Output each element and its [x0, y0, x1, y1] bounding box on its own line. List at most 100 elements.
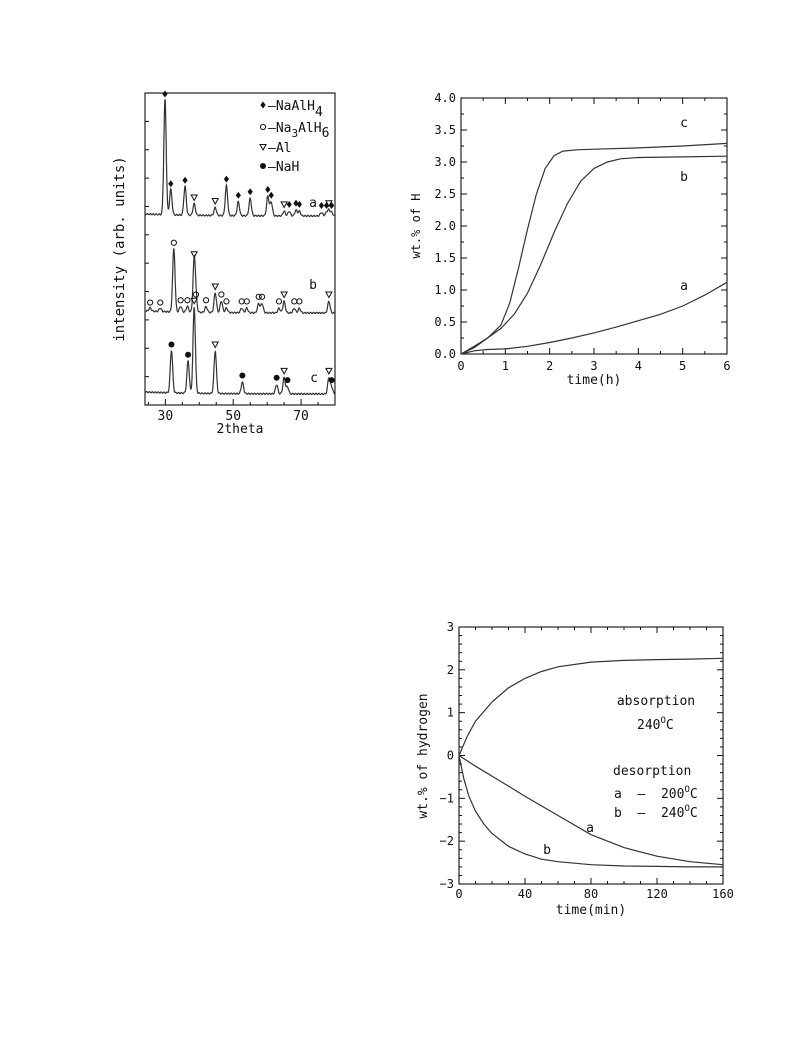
xrd-peak-marker-na3alh6	[202, 297, 210, 304]
xrd-legend-sub: 6	[322, 126, 330, 141]
xrd-y-axis-label: intensity (arb. units)	[112, 156, 128, 341]
abs-curve-b	[458, 755, 723, 868]
abs-x-tick-label: 40	[518, 887, 532, 901]
kin-curve-label-a: a	[680, 279, 688, 294]
xrd-peak-marker-na3alh6	[243, 298, 250, 305]
xrd-legend: –NaAlH4–Na3AlH6–Al–NaH	[259, 99, 329, 175]
kin-y-tick-label: 3.5	[434, 123, 456, 137]
abs-annotation-a-deg: O	[684, 785, 689, 795]
abs-x-tick-label: 120	[646, 887, 668, 901]
abs-plot-frame	[458, 626, 724, 885]
kin-y-tick-label: 2.0	[434, 219, 456, 233]
xrd-peak-marker-na3alh6	[192, 291, 199, 298]
xrd-pattern-label-c: c	[310, 371, 318, 386]
xrd-y-ticks	[145, 120, 149, 378]
xrd-peak-marker-na3alh6	[296, 298, 303, 305]
abs-curve-label-b: b	[543, 843, 551, 858]
xrd-peak-marker-na3alh6	[146, 299, 154, 306]
xrd-legend-label: –NaH	[268, 160, 299, 175]
abs-x-tick-label: 80	[584, 887, 598, 901]
xrd-peak-marker-naalh4	[286, 200, 292, 208]
xrd-legend-text: AlH	[298, 121, 321, 136]
abs-x-tick-label: 0	[455, 887, 462, 901]
abs-curves	[458, 657, 724, 868]
abs-y-axis-label: wt.% of hydrogen	[416, 693, 431, 818]
abs-y-tick-label: 1	[447, 706, 454, 720]
abs-x-tick-label: 160	[712, 887, 734, 901]
kin-x-tick-label: 0	[457, 359, 464, 373]
abs-y-tick-label: 3	[447, 620, 454, 634]
xrd-peak-marker-na3alh6	[170, 239, 177, 246]
xrd-peak-marker-al	[211, 283, 220, 291]
xrd-legend-text: –Na	[268, 121, 291, 136]
xrd-legend-text: –NaAlH	[268, 99, 315, 114]
xrd-peak-marker-nah	[328, 377, 335, 384]
xrd-legend-label: –Na3AlH6	[268, 121, 329, 141]
kin-curve-label-b: b	[680, 170, 688, 185]
kin-curve-a	[460, 281, 728, 355]
abs-annotation-a-text: a – 200	[614, 787, 684, 802]
xrd-legend-label: –Al	[268, 141, 291, 156]
xrd-peak-marker-al	[190, 251, 199, 259]
kin-x-tick-label: 6	[723, 359, 730, 373]
xrd-peak-marker-naalh4	[296, 200, 302, 208]
xrd-peak-marker-nah	[273, 374, 280, 381]
xrd-peak-marker-na3alh6	[258, 293, 266, 300]
kin-ticks: 0 1 2 3 4 5 6 0.0 0.5 1.0 1.5 2.0 2.5 3.0 3.5 4.0	[434, 91, 730, 373]
xrd-legend-marker-diamond	[260, 101, 266, 109]
abs-annotation-b-text: b – 240	[614, 806, 684, 821]
xrd-pattern-a	[144, 99, 336, 218]
xrd-peak-marker-na3alh6	[238, 298, 245, 305]
xrd-peak-marker-na3alh6	[157, 299, 164, 306]
xrd-peak-marker-nah	[239, 372, 246, 379]
xrd-peak-marker-na3alh6	[275, 298, 283, 305]
xrd-pattern-c	[144, 307, 336, 396]
abs-curve-labels: ab	[543, 821, 594, 858]
abs-annotation-b: b – 240OC	[614, 804, 698, 821]
kin-y-tick-label: 3.0	[434, 155, 456, 169]
abs-y-tick-label: 2	[447, 663, 454, 677]
kin-curves	[460, 142, 728, 355]
kin-x-tick-label: 2	[546, 359, 553, 373]
kin-y-tick-label: 2.5	[434, 187, 456, 201]
kin-x-tick-label: 4	[635, 359, 642, 373]
xrd-peak-marker-al	[190, 297, 199, 305]
xrd-peak-marker-naalh4	[182, 176, 188, 184]
xrd-peak-marker-na3alh6	[291, 298, 298, 305]
xrd-peak-markers	[146, 90, 335, 384]
kin-y-tick-label: 4.0	[434, 91, 456, 105]
xrd-pattern-b	[144, 248, 336, 315]
svg-text:240OC: 240OC	[637, 716, 674, 733]
abs-annotation-absorption: absorption	[617, 694, 695, 709]
xrd-pattern-labels: a b c	[309, 196, 318, 386]
kin-y-tick-label: 1.5	[434, 251, 456, 265]
abs-annotation-b-deg: O	[684, 804, 689, 814]
xrd-plot-frame	[144, 92, 336, 406]
xrd-peak-marker-naalh4	[318, 202, 325, 210]
xrd-peak-marker-naalh4	[247, 188, 253, 196]
xrd-peak-marker-naalh4	[323, 202, 330, 210]
abs-curve-absorption	[458, 657, 724, 756]
xrd-x-tick-label: 70	[293, 409, 309, 424]
xrd-peak-marker-naalh4	[329, 202, 335, 210]
xrd-x-ticks: 30 50 70	[147, 399, 336, 424]
abs-annotation-absorption-temp: 240OC	[637, 716, 674, 733]
xrd-peak-marker-al	[211, 341, 220, 349]
abs-annotation-b-c: C	[690, 806, 698, 821]
kin-x-tick-label: 3	[590, 359, 597, 373]
xrd-peak-marker-nah	[185, 351, 192, 358]
xrd-peak-marker-naalh4	[268, 191, 274, 199]
xrd-chart: 30 50 70 abc –NaAlH4–Na3AlH6–Al–NaH 2theta…	[112, 90, 336, 437]
xrd-peak-marker-al	[280, 201, 288, 209]
xrd-peak-marker-naalh4	[162, 90, 168, 98]
abs-y-tick-label: 0	[447, 749, 454, 763]
kin-y-tick-label: 0.0	[434, 347, 456, 361]
xrd-patterns	[144, 99, 336, 396]
desorption-kinetics-chart: 0 1 2 3 4 5 6 0.0 0.5 1.0 1.5 2.0 2.5 3.0 3.5 4.0 a b c t…	[409, 91, 731, 388]
xrd-peak-marker-na3alh6	[255, 293, 262, 300]
xrd-x-tick-label: 50	[225, 409, 241, 424]
xrd-peak-marker-al	[280, 367, 288, 375]
xrd-legend-sub: 4	[315, 105, 323, 120]
